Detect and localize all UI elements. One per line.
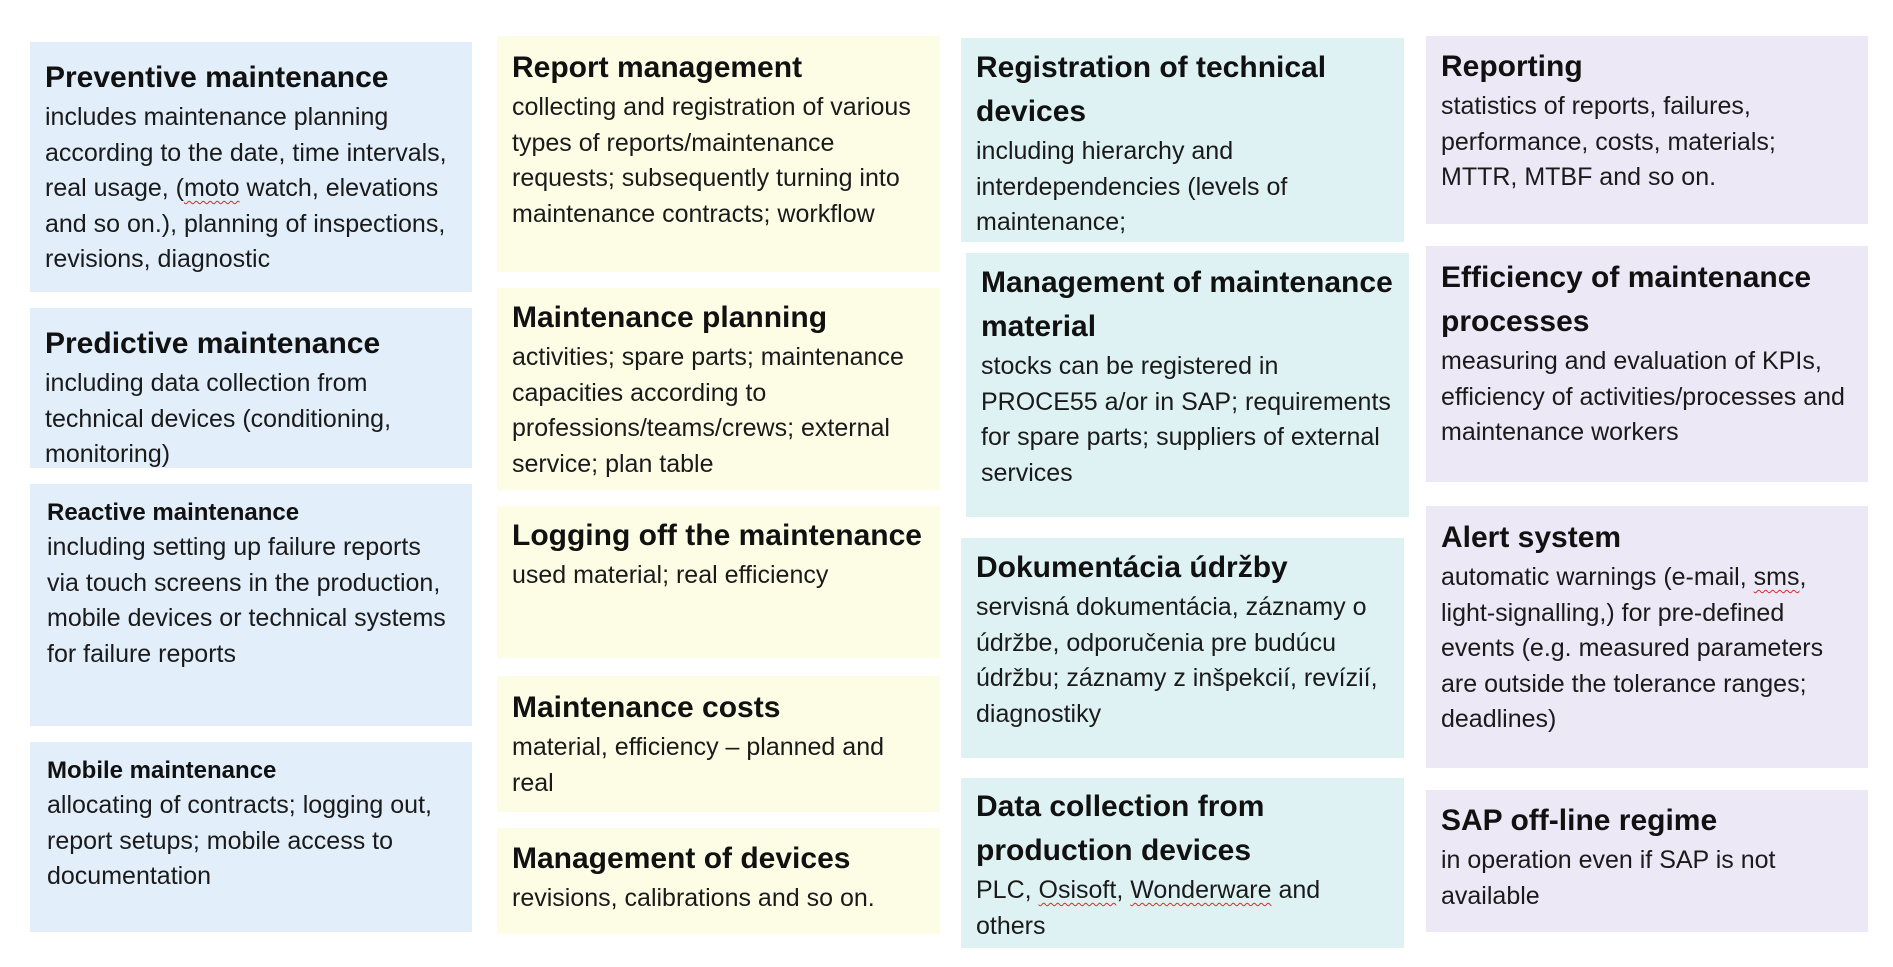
card-title: Management of maintenance material (981, 266, 1393, 343)
card-title: Alert system (1441, 521, 1622, 554)
card-body: measuring and evaluation of KPIs, effici… (1441, 347, 1845, 446)
card-body: material, efficiency – planned and real (512, 733, 884, 797)
card-title: Reporting (1441, 50, 1583, 83)
card-body-text: includes maintenance planning according … (45, 103, 447, 202)
card-title: Reactive maintenance (47, 499, 300, 526)
card-title: Data collection from production devices (976, 790, 1265, 867)
card-body: collecting and registration of various t… (512, 93, 911, 228)
card-body: in operation even if SAP is not availabl… (1441, 846, 1776, 910)
card-title: Predictive maintenance (45, 327, 381, 360)
card-title: Logging off the maintenance (512, 519, 922, 552)
card-title: Dokumentácia údržby (976, 551, 1288, 584)
card-sap-offline: SAP off-line regime in operation even if… (1426, 790, 1868, 932)
card-body: including setting up failure reports via… (47, 533, 446, 668)
card-title: Efficiency of maintenance processes (1441, 261, 1812, 338)
card-title: Maintenance costs (512, 691, 781, 724)
card-predictive-maintenance: Predictive maintenance including data co… (30, 308, 472, 468)
card-reactive-maintenance: Reactive maintenance including setting u… (30, 484, 472, 726)
card-body: servisná dokumentácia, záznamy o údržbe,… (976, 593, 1378, 728)
card-logging-off: Logging off the maintenance used materia… (497, 506, 940, 658)
spellcheck-word: moto (183, 174, 240, 202)
card-body: including hierarchy and interdependencie… (976, 137, 1288, 236)
card-body: automatic warnings (e-mail, sms, light-s… (1441, 560, 1853, 738)
card-body-text: automatic warnings (e-mail, (1441, 563, 1754, 591)
card-maintenance-documentation: Dokumentácia údržby servisná dokumentáci… (961, 538, 1404, 758)
card-body: including data collection from technical… (45, 369, 392, 468)
card-body: PLC, Osisoft, Wonderware and others (976, 873, 1389, 944)
spellcheck-word: sms (1753, 563, 1800, 591)
card-body-text: watch, elevations and so on.), planning … (45, 174, 446, 273)
card-title: SAP off-line regime (1441, 804, 1718, 837)
card-title: Mobile maintenance (47, 757, 277, 784)
card-registration-technical-devices: Registration of technical devices includ… (961, 38, 1404, 242)
card-title: Registration of technical devices (976, 51, 1327, 128)
card-body: statistics of reports, failures, perform… (1441, 92, 1776, 191)
card-title: Report management (512, 51, 803, 84)
card-maintenance-costs: Maintenance costs material, efficiency –… (497, 676, 940, 812)
card-body: used material; real efficiency (512, 561, 829, 589)
card-reporting: Reporting statistics of reports, failure… (1426, 36, 1868, 224)
card-title: Maintenance planning (512, 301, 828, 334)
card-body-text: and others (976, 876, 1321, 940)
card-maintenance-planning: Maintenance planning activities; spare p… (497, 288, 940, 490)
card-mobile-maintenance: Mobile maintenance allocating of contrac… (30, 742, 472, 932)
card-body: activities; spare parts; maintenance cap… (512, 343, 904, 478)
card-title: Management of devices (512, 842, 851, 875)
card-data-collection: Data collection from production devices … (961, 778, 1404, 948)
card-body: includes maintenance planning according … (45, 100, 457, 278)
spellcheck-word: Osisoft (1038, 876, 1117, 904)
card-body-text: , light-signalling,) for pre-defined eve… (1441, 563, 1824, 733)
card-management-of-devices: Management of devices revisions, calibra… (497, 828, 940, 934)
card-maintenance-material: Management of maintenance material stock… (966, 253, 1409, 517)
card-body: revisions, calibrations and so on. (512, 884, 875, 912)
card-body: allocating of contracts; logging out, re… (47, 791, 432, 890)
card-alert-system: Alert system automatic warnings (e-mail,… (1426, 506, 1868, 768)
card-title: Preventive maintenance (45, 61, 389, 94)
card-body: stocks can be registered in PROCE55 a/or… (981, 352, 1391, 487)
spellcheck-word: Wonderware (1130, 876, 1272, 904)
card-efficiency-processes: Efficiency of maintenance processes meas… (1426, 246, 1868, 482)
card-report-management: Report management collecting and registr… (497, 36, 940, 272)
card-body-text: , (1116, 876, 1131, 904)
card-preventive-maintenance: Preventive maintenance includes maintena… (30, 42, 472, 292)
card-body-text: PLC, (976, 876, 1039, 904)
